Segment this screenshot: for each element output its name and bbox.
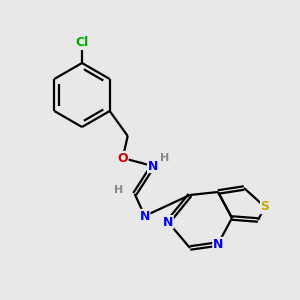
Text: Cl: Cl — [75, 37, 88, 50]
Text: H: H — [114, 185, 123, 195]
Text: N: N — [163, 215, 173, 229]
Text: H: H — [160, 153, 169, 163]
Text: N: N — [140, 209, 150, 223]
Text: N: N — [213, 238, 223, 250]
Text: O: O — [117, 152, 128, 164]
Text: S: S — [260, 200, 269, 214]
Text: N: N — [148, 160, 158, 172]
